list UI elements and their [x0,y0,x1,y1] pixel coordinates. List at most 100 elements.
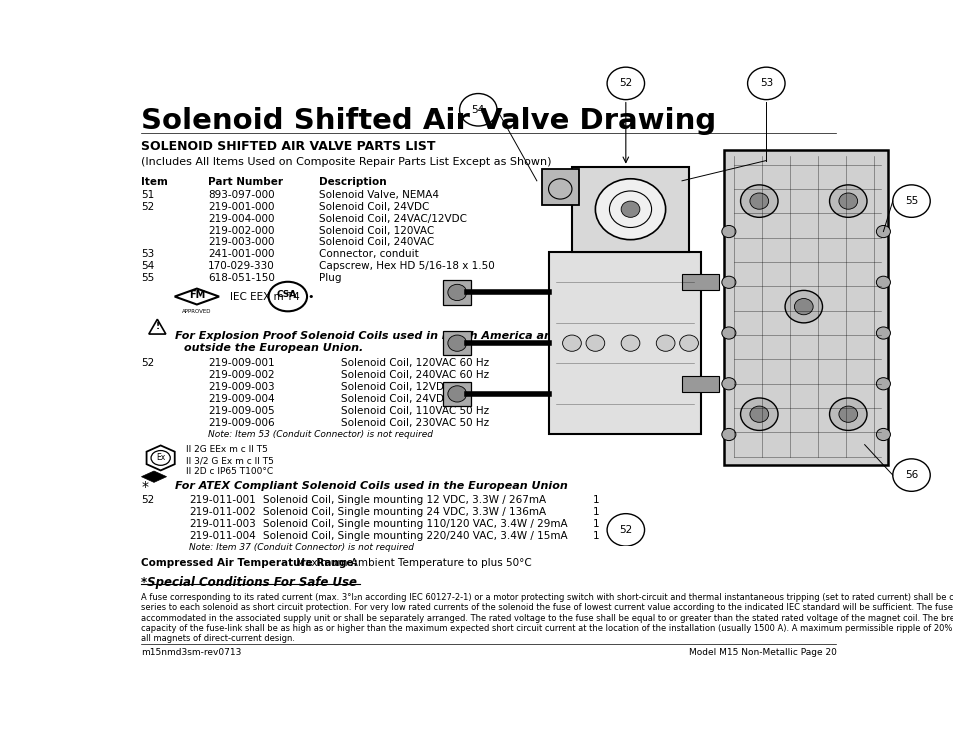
Text: Solenoid Coil, 240VAC: Solenoid Coil, 240VAC [318,238,434,247]
Bar [443,331,471,355]
Text: Solenoid Coil, Single mounting 220/240 VAC, 3.4W / 15mA: Solenoid Coil, Single mounting 220/240 V… [263,531,567,541]
Text: Solenoid Coil, Single mounting 12 VDC, 3.3W / 267mA: Solenoid Coil, Single mounting 12 VDC, 3… [263,495,546,506]
Bar [548,252,700,435]
Text: 219-011-001: 219-011-001 [190,495,256,506]
Bar [443,280,471,305]
Text: Solenoid Coil, 230VAC 50 Hz: Solenoid Coil, 230VAC 50 Hz [341,418,489,427]
Text: Item: Item [141,177,168,187]
Text: Solenoid Coil, 24VDC: Solenoid Coil, 24VDC [341,393,451,404]
Text: 219-009-001: 219-009-001 [208,358,274,368]
Circle shape [721,378,735,390]
Text: 1: 1 [577,249,583,259]
Text: Solenoid Coil, 24VDC: Solenoid Coil, 24VDC [318,201,429,212]
Circle shape [876,327,889,339]
Text: Solenoid Coil, 240VAC 60 Hz: Solenoid Coil, 240VAC 60 Hz [341,370,489,380]
Text: Compressed Air Temperature Range:: Compressed Air Temperature Range: [141,558,357,568]
Text: Solenoid Coil, 12VDC: Solenoid Coil, 12VDC [341,382,451,392]
Text: 4: 4 [577,261,583,272]
Circle shape [838,193,857,210]
Text: capacity of the fuse-link shall be as high as or higher than the maximum expecte: capacity of the fuse-link shall be as hi… [141,624,953,633]
Text: 1: 1 [592,520,598,529]
Text: Solenoid Coil, 120VAC: Solenoid Coil, 120VAC [318,226,434,235]
Text: 241-001-000: 241-001-000 [208,249,274,259]
Text: 1: 1 [592,507,598,517]
Circle shape [585,335,604,351]
Text: APPROVED: APPROVED [182,309,212,314]
Text: 54: 54 [141,261,154,272]
Text: 1: 1 [577,406,583,415]
Text: Note: Item 37 (Conduit Connector) is not required: Note: Item 37 (Conduit Connector) is not… [190,543,414,552]
Text: Solenoid Coil, 120VAC 60 Hz: Solenoid Coil, 120VAC 60 Hz [341,358,489,368]
Circle shape [721,226,735,238]
Circle shape [876,428,889,441]
Text: II 3/2 G Ex m c II T5: II 3/2 G Ex m c II T5 [186,456,274,465]
Circle shape [721,428,735,441]
Text: Ex: Ex [156,453,165,463]
Text: 1: 1 [577,238,583,247]
Circle shape [562,335,580,351]
Text: For Explosion Proof Solenoid Coils used in North America and: For Explosion Proof Solenoid Coils used … [174,331,559,341]
Text: 51: 51 [141,190,154,200]
Text: 1: 1 [592,531,598,541]
Text: 219-009-005: 219-009-005 [208,406,274,415]
Circle shape [740,185,778,217]
Circle shape [721,327,735,339]
Circle shape [740,398,778,430]
Text: 56: 56 [904,470,917,480]
Text: 1: 1 [577,370,583,380]
Circle shape [784,291,821,323]
Circle shape [620,335,639,351]
Text: For ATEX Compliant Solenoid Coils used in the European Union: For ATEX Compliant Solenoid Coils used i… [174,480,567,491]
Circle shape [656,335,675,351]
Bar [443,382,471,406]
Text: CSA: CSA [276,290,296,300]
Polygon shape [141,471,167,483]
Text: IEC EEX m T4: IEC EEX m T4 [230,292,299,302]
Text: 219-009-003: 219-009-003 [208,382,274,392]
Text: 55: 55 [141,273,154,283]
Text: Solenoid Valve, NEMA4: Solenoid Valve, NEMA4 [318,190,438,200]
Text: 54: 54 [471,105,484,115]
Text: 1: 1 [577,190,583,200]
Circle shape [679,335,698,351]
Text: Capscrew, Hex HD 5/16-18 x 1.50: Capscrew, Hex HD 5/16-18 x 1.50 [318,261,494,272]
Text: Note: Item 53 (Conduit Connector) is not required: Note: Item 53 (Conduit Connector) is not… [208,430,433,438]
Text: 219-011-002: 219-011-002 [190,507,256,517]
Text: A fuse corresponding to its rated current (max. 3°I₂n according IEC 60127-2-1) o: A fuse corresponding to its rated curren… [141,593,953,602]
Text: 1: 1 [577,201,583,212]
Text: 893-097-000: 893-097-000 [208,190,274,200]
Circle shape [721,276,735,289]
Text: 1: 1 [577,358,583,368]
Text: 1: 1 [592,495,598,506]
Text: Part Number: Part Number [208,177,283,187]
Text: II 2G EEx m c II T5: II 2G EEx m c II T5 [186,446,268,455]
Text: 52: 52 [618,525,632,535]
Circle shape [876,276,889,289]
Text: Maximum Ambient Temperature to plus 50°C: Maximum Ambient Temperature to plus 50°C [293,558,531,568]
Text: Description: Description [318,177,386,187]
Circle shape [447,284,466,300]
Text: Solenoid Coil, 24VAC/12VDC: Solenoid Coil, 24VAC/12VDC [318,213,466,224]
Circle shape [749,406,768,422]
Bar [681,275,719,291]
Bar [572,167,688,252]
Circle shape [838,406,857,422]
Text: Solenoid Coil, Single mounting 24 VDC, 3.3W / 136mA: Solenoid Coil, Single mounting 24 VDC, 3… [263,507,546,517]
Text: Solenoid Shifted Air Valve Drawing: Solenoid Shifted Air Valve Drawing [141,107,716,135]
Circle shape [749,193,768,210]
Circle shape [595,179,665,240]
Text: 618-051-150: 618-051-150 [208,273,274,283]
Circle shape [876,226,889,238]
Text: Solenoid Coil, Single mounting 110/120 VAC, 3.4W / 29mA: Solenoid Coil, Single mounting 110/120 V… [263,520,567,529]
Text: 219-009-002: 219-009-002 [208,370,274,380]
Text: m15nmd3sm-rev0713: m15nmd3sm-rev0713 [141,648,241,657]
Circle shape [620,201,639,217]
Circle shape [829,185,866,217]
Text: •: • [307,292,314,302]
Text: 53: 53 [141,249,154,259]
Text: !: ! [155,322,159,331]
Circle shape [447,386,466,402]
Text: 1: 1 [577,213,583,224]
Text: 219-011-003: 219-011-003 [190,520,256,529]
Text: 1: 1 [577,418,583,427]
